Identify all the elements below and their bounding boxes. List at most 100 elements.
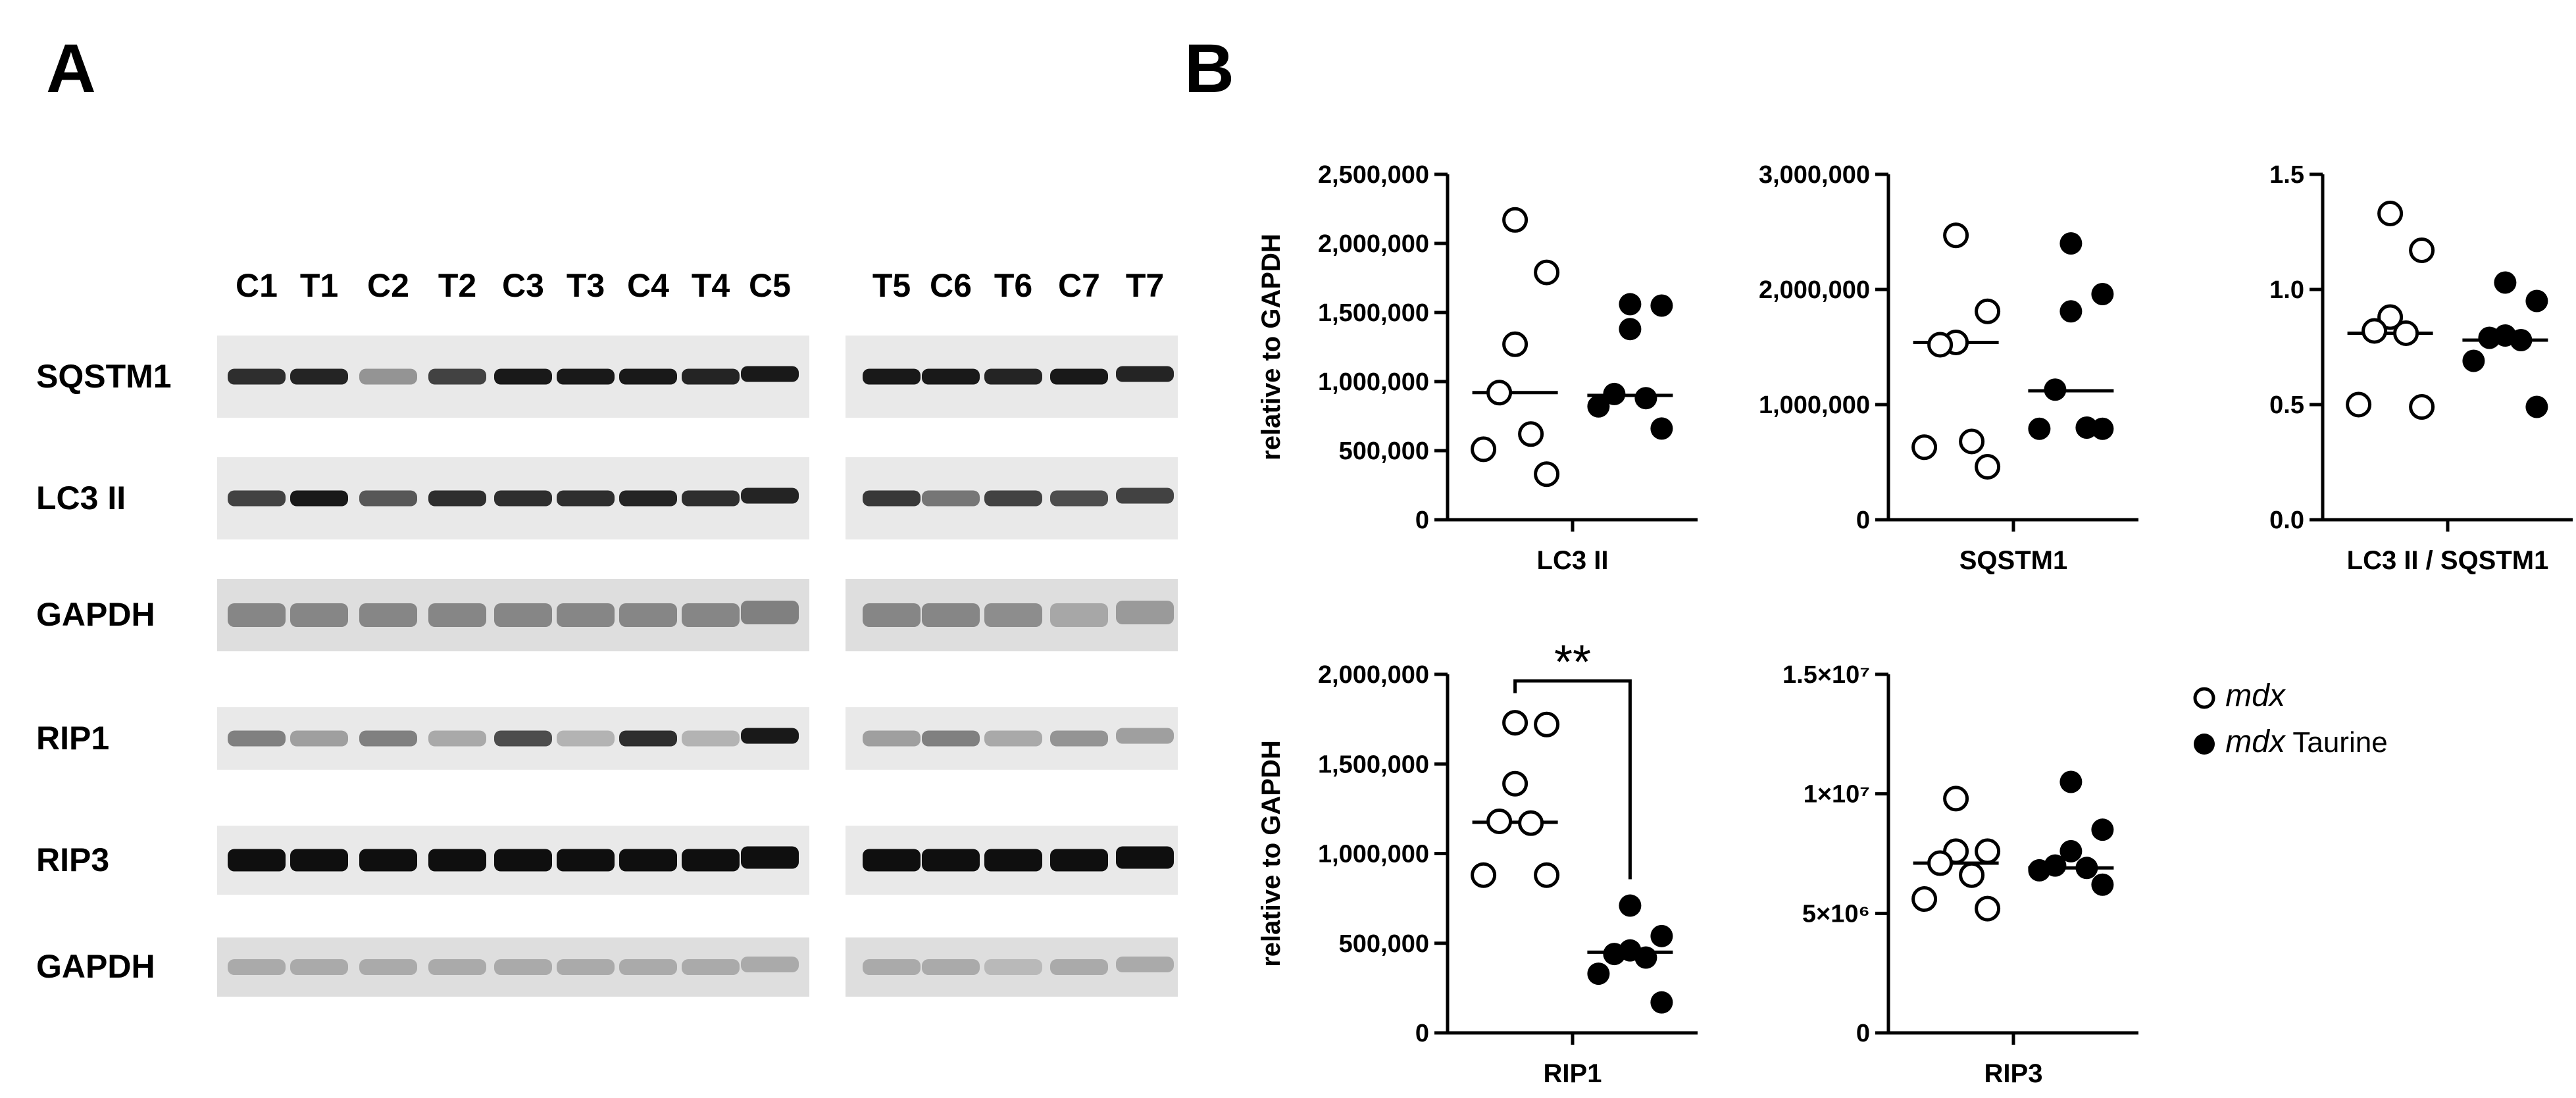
blot-band [863, 368, 921, 385]
blot-band [494, 490, 552, 507]
data-point [1650, 417, 1673, 440]
x-axis-label: LC3 II [1537, 546, 1609, 575]
y-axis-label: relative to GAPDH [1257, 740, 1286, 967]
blot-band [619, 603, 677, 627]
blot-band [741, 957, 799, 972]
data-point [1975, 895, 2001, 922]
x-axis-label: RIP1 [1544, 1059, 1602, 1088]
blot-strip [217, 457, 809, 539]
blot-band [1050, 368, 1108, 385]
y-tick-label: 1.5×10⁷ [1782, 661, 1870, 689]
blot-band [290, 490, 348, 507]
significance-bracket [1513, 679, 1632, 880]
significance-label: ** [1554, 636, 1591, 689]
data-point [2044, 378, 2067, 401]
blot-band [1116, 728, 1174, 744]
blot-band [741, 487, 799, 504]
data-point [1619, 894, 1642, 917]
data-point [1502, 207, 1528, 233]
y-tick-label: 1,000,000 [1318, 841, 1429, 868]
blot-band [290, 603, 348, 627]
data-point [2059, 839, 2083, 862]
blot-band [228, 490, 286, 507]
blot-band [682, 490, 740, 507]
x-axis-label: LC3 II / SQSTM1 [2347, 546, 2549, 575]
data-point [1471, 436, 1497, 462]
panel-label-a: A [46, 30, 96, 107]
blot-band [428, 603, 486, 627]
data-point [1911, 434, 1938, 461]
protein-label: GAPDH [36, 596, 155, 633]
data-point [2377, 304, 2404, 330]
blot-band [619, 849, 677, 872]
blot-band [863, 849, 921, 872]
blot-band [984, 368, 1042, 385]
blot-band [984, 849, 1042, 872]
blot-band [228, 368, 286, 385]
blot-strip [217, 826, 809, 895]
lane-label: T1 [299, 267, 339, 304]
y-tick-label: 0 [1856, 507, 1870, 534]
blot-band [1116, 366, 1174, 382]
lane-label: T7 [1125, 267, 1165, 304]
lane-label: T6 [994, 267, 1033, 304]
data-point [2409, 394, 2435, 420]
data-point [1603, 943, 1626, 966]
y-tick-label: 1,500,000 [1318, 299, 1429, 327]
blot-band [428, 368, 486, 385]
blot-band [682, 730, 740, 747]
data-point [1619, 293, 1642, 316]
blot-strip [846, 826, 1178, 895]
data-point [1959, 862, 1985, 888]
protein-label: GAPDH [36, 948, 155, 985]
x-axis-label: SQSTM1 [1959, 546, 2067, 575]
data-point [1486, 808, 1513, 834]
legend-label-italic: mdx [2225, 724, 2285, 759]
blot-band [1050, 730, 1108, 747]
blot-band [1050, 490, 1108, 507]
blot-band [428, 490, 486, 507]
lane-label: C2 [367, 267, 409, 304]
blot-band [741, 728, 799, 744]
data-point [1943, 222, 1969, 249]
data-point [1650, 294, 1673, 317]
data-point [1975, 454, 2001, 480]
blot-band [1050, 849, 1108, 872]
y-tick-label: 1,500,000 [1318, 751, 1429, 778]
blot-band [359, 730, 417, 747]
blot-strip [846, 457, 1178, 539]
data-point [2361, 318, 2388, 344]
blot-band [428, 730, 486, 747]
data-point [2525, 289, 2548, 312]
y-tick-label: 1.5 [2269, 161, 2304, 189]
blot-band [290, 959, 348, 975]
data-point [2059, 300, 2083, 323]
data-point [2075, 857, 2098, 880]
data-point [1502, 770, 1528, 797]
lane-label: C1 [236, 267, 278, 304]
blot-band [984, 490, 1042, 507]
blot-strip [217, 707, 809, 770]
blot-strip [217, 579, 809, 651]
panel-label-b: B [1184, 30, 1234, 107]
lane-label: C7 [1058, 267, 1100, 304]
blot-band [984, 959, 1042, 975]
lane-label: T5 [872, 267, 911, 304]
lane-label: C6 [930, 267, 972, 304]
data-point [1534, 862, 1560, 888]
y-axis-label: relative to GAPDH [1257, 234, 1286, 461]
blot-band [922, 959, 980, 975]
y-tick-label: 500,000 [1339, 437, 1429, 465]
y-tick-label: 1×10⁷ [1804, 781, 1870, 809]
data-point [1959, 428, 1985, 455]
x-axis-label: RIP3 [1984, 1059, 2043, 1088]
blot-band [557, 849, 615, 872]
data-point [1502, 710, 1528, 736]
blot-band [494, 603, 552, 627]
blot-band [922, 490, 980, 507]
blot-strip [846, 579, 1178, 651]
scatter-chart: 0 500,000 1,000,000 1,500,000 2,000,000 RIP1 r… [1257, 636, 1698, 1088]
blot-strip [217, 336, 809, 418]
blot-band [228, 603, 286, 627]
data-point [2510, 329, 2533, 351]
